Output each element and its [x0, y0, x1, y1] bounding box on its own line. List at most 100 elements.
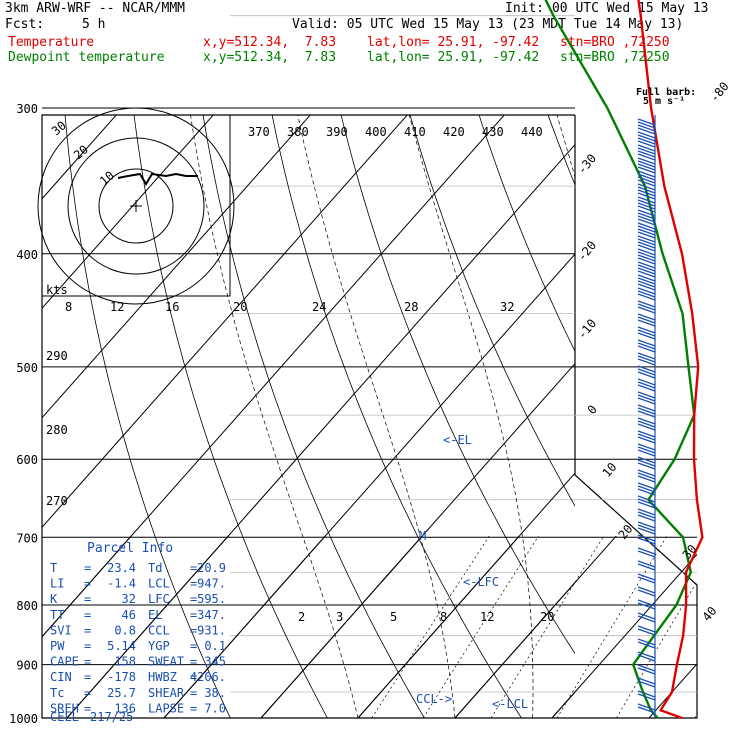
isotherm-line: [649, 0, 740, 718]
wind-barb: [637, 511, 656, 519]
parcel-key: SVI: [50, 623, 72, 637]
wind-barb: [637, 270, 656, 278]
lcl-annotation: <-LCL: [492, 697, 528, 711]
wind-barb: [637, 404, 656, 412]
valid-time: Valid: 05 UTC Wed 15 May 13 (23 MDT Tue …: [292, 17, 684, 32]
theta-label: 430: [482, 125, 504, 139]
wind-barb: [637, 521, 656, 529]
wind-barb: [637, 313, 656, 321]
wind-barb: [637, 638, 656, 646]
parcel-key: YGP: [148, 639, 170, 653]
dry-adiabat: [596, 0, 740, 718]
dry-adiabat: [133, 115, 328, 718]
mixing-ratio-line: [556, 536, 668, 718]
wind-barb: [637, 176, 656, 184]
wind-barb: [637, 332, 656, 340]
isotherm-top-label: -80: [707, 79, 732, 105]
parcel-key: SWEAT: [148, 655, 184, 669]
parcel-value: 158: [114, 655, 136, 669]
wind-barb: [637, 274, 656, 282]
wind-barb: [637, 397, 656, 405]
wind-barb: [637, 235, 656, 243]
parcel-key: CIN: [50, 670, 72, 684]
parcel-key: Td: [148, 561, 162, 575]
model-title: 3km ARW-WRF -- NCAR/MMM: [5, 1, 186, 16]
wind-barb: [637, 612, 656, 620]
wind-barb: [637, 131, 656, 139]
wind-barb: [637, 365, 656, 373]
wind-barb: [637, 290, 656, 298]
wind-barb: [637, 192, 656, 200]
mixing-ratio-line: [694, 713, 697, 718]
parcel-key: LFC: [148, 592, 170, 606]
parcel-value: 347.: [197, 608, 226, 622]
wind-barb: [637, 599, 656, 607]
wind-barb: [637, 196, 656, 204]
wind-barb: [637, 225, 656, 233]
wind-barb: [637, 417, 656, 425]
parcel-value: 7.0: [204, 701, 226, 715]
mixing-ratio-label: 2: [298, 610, 305, 624]
temperature-legend-stn: stn=BRO ,72250: [560, 35, 670, 50]
parcel-key: LI: [50, 577, 64, 591]
wind-barb: [637, 166, 656, 174]
wind-barb: [637, 391, 656, 399]
wind-barb: [637, 384, 656, 392]
wind-barb: [637, 124, 656, 132]
wind-barb: [637, 277, 656, 285]
wind-barb: [637, 355, 656, 363]
wind-barb: [637, 677, 656, 685]
wind-barb: [637, 514, 656, 522]
wind-barb: [637, 547, 656, 555]
hodograph-ring: [98, 168, 174, 244]
parcel-key: SHEAR: [148, 686, 185, 700]
wind-barb: [637, 410, 656, 418]
wind-barb: [637, 586, 656, 594]
hodograph-ring-label: 10: [97, 168, 117, 188]
isotherm-line: [163, 253, 575, 718]
parcel-value: 0.8: [114, 623, 136, 637]
hodograph-unit-label: kts: [46, 283, 68, 297]
parcel-value: -1.4: [107, 577, 136, 591]
wind-barb: [637, 527, 656, 535]
m-annotation: M: [419, 529, 426, 543]
wind-barb: [637, 189, 656, 197]
wind-barb: [637, 446, 656, 454]
wind-barb: [637, 205, 656, 213]
wind-barb: [637, 501, 656, 509]
wind-barb: [637, 316, 656, 324]
wind-barb: [637, 150, 656, 158]
wind-barb: [637, 163, 656, 171]
pressure-tick-label: 900: [16, 659, 38, 673]
isotherm-right-label: -30: [575, 151, 600, 177]
wind-barb: [637, 407, 656, 415]
wind-barb: [637, 212, 656, 220]
parcel-eq: =: [84, 701, 91, 715]
parcel-key: LCL: [148, 577, 170, 591]
barb-legend-title: Full barb:: [636, 87, 696, 98]
theta-label: 440: [521, 125, 543, 139]
wind-barb: [637, 436, 656, 444]
hodograph-ring-label: 20: [71, 142, 91, 162]
wind-barb: [637, 394, 656, 402]
parcel-key: SREH: [50, 701, 79, 715]
pressure-tick-label: 300: [16, 102, 38, 116]
wind-barb: [637, 160, 656, 168]
parcel-info-panel: Parcel Info T = 23.4 Td = 20.9LI = -1.4 LCL = 947.…: [50, 541, 226, 724]
wind-barb: [637, 443, 656, 451]
theta-label: 370: [248, 125, 270, 139]
wind-barb: [637, 222, 656, 230]
wind-barb: [637, 641, 656, 649]
wind-barb: [637, 121, 656, 129]
parcel-eq: =: [190, 561, 197, 575]
isotherm-line: [648, 663, 697, 718]
parcel-key: LAPSE: [148, 701, 184, 715]
mixing-ratio-label: 5: [390, 610, 397, 624]
parcel-key: EL: [148, 608, 162, 622]
pressure-tick-label: 600: [16, 453, 38, 467]
temperature-legend-xy: x,y=512.34, 7.83: [203, 35, 337, 50]
wind-barb: [637, 306, 656, 314]
wind-speed-label: 28: [404, 300, 418, 314]
wind-barb: [637, 283, 656, 291]
